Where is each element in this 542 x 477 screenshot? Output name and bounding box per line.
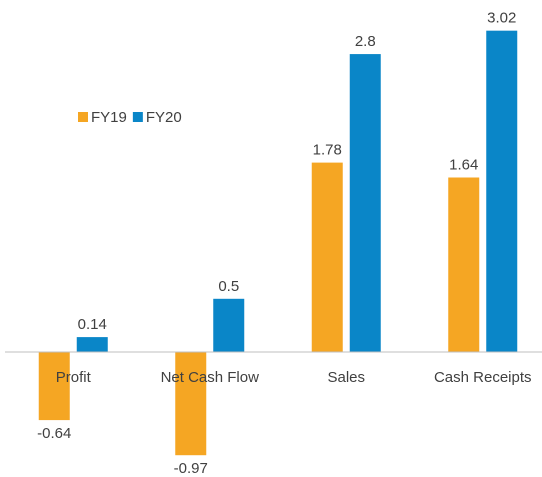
value-label: 1.78: [313, 142, 342, 159]
value-label: 0.5: [218, 278, 239, 295]
bar: [448, 177, 480, 352]
value-label: -0.97: [174, 460, 208, 477]
legend-swatch: [132, 112, 143, 122]
bar: [349, 54, 381, 353]
x-tick-label: Sales: [327, 369, 365, 386]
value-label: 3.02: [487, 10, 516, 27]
x-tick-label: Cash Receipts: [434, 369, 532, 386]
x-tick-label: Net Cash Flow: [161, 369, 260, 386]
x-tick-label: Profit: [56, 369, 92, 386]
bar: [213, 298, 245, 352]
bar: [311, 162, 343, 352]
legend-label: FY20: [146, 109, 182, 126]
bar: [38, 352, 70, 421]
value-label: 0.14: [78, 316, 107, 333]
value-label: -0.64: [37, 425, 71, 442]
bar: [175, 352, 207, 456]
bar: [76, 337, 108, 352]
value-label: 1.64: [449, 156, 478, 173]
value-label: 2.8: [355, 33, 376, 50]
legend-label: FY19: [91, 109, 127, 126]
legend-swatch: [78, 112, 88, 122]
bar: [486, 30, 518, 353]
